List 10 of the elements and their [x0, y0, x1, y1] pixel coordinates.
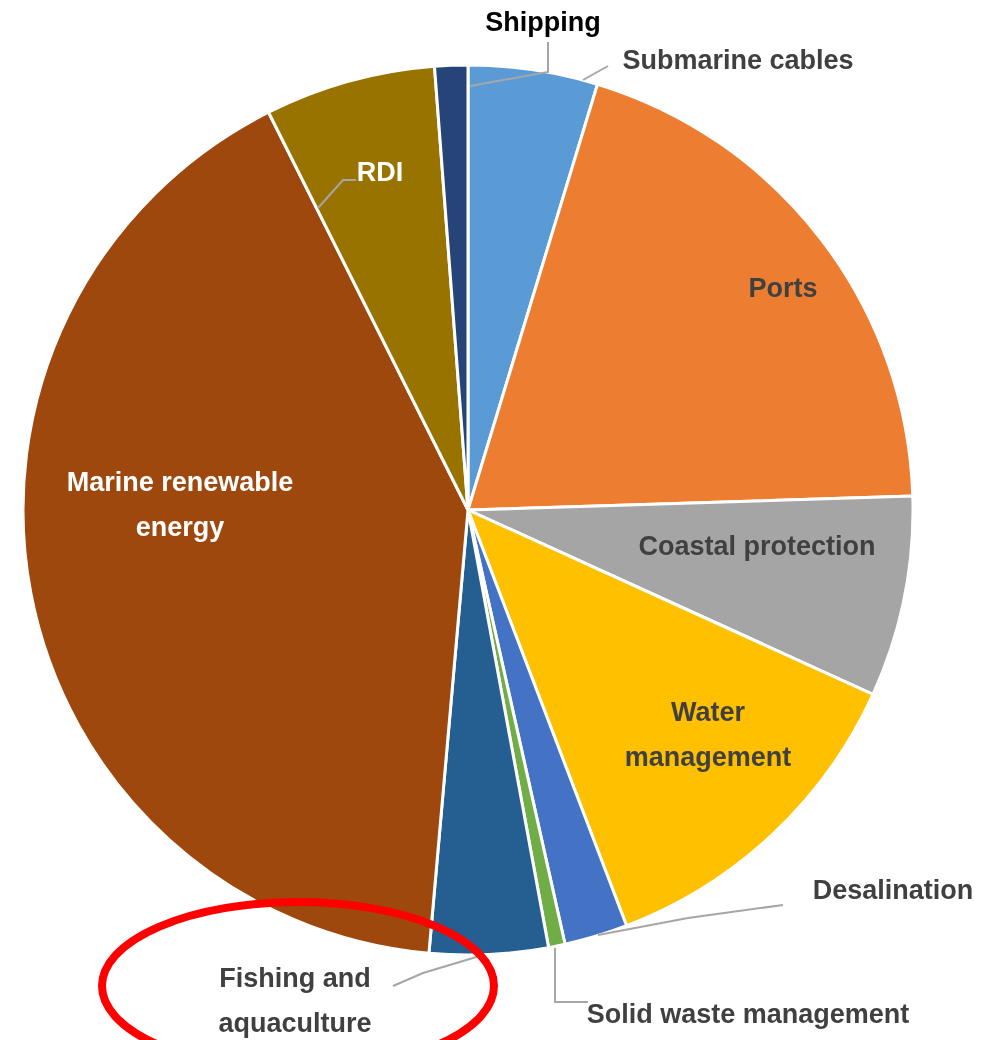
- slice-label: Submarine cables: [622, 45, 854, 75]
- slice-label: Solid waste management: [586, 999, 910, 1029]
- slice-label: RDI: [356, 157, 404, 187]
- slice-label: Water management: [624, 697, 792, 772]
- slice-label: Shipping: [485, 7, 601, 37]
- slice-label: Coastal protection: [638, 531, 876, 561]
- slice-label: Marine renewable energy: [66, 467, 294, 542]
- slice-label: Ports: [748, 273, 818, 303]
- slice-label: Desalination: [812, 875, 974, 905]
- slice-label: Fishing and aquaculture: [218, 963, 372, 1038]
